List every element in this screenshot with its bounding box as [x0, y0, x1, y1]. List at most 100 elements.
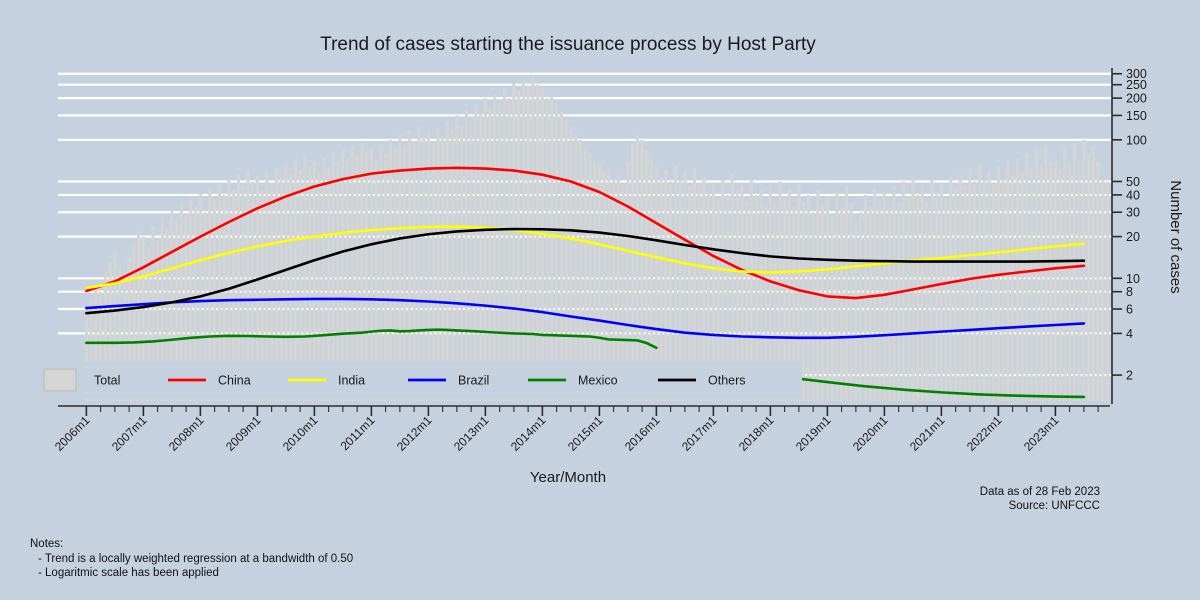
total-bar — [426, 131, 430, 401]
total-bar — [688, 186, 692, 401]
total-bar — [673, 166, 677, 401]
total-bar — [621, 183, 625, 401]
total-bar — [1072, 142, 1076, 401]
y-tick-label: 300 — [1126, 67, 1147, 81]
total-bar — [607, 168, 611, 401]
total-bar — [944, 198, 948, 401]
total-bar — [583, 147, 587, 401]
total-bar — [1039, 164, 1043, 401]
total-bar — [640, 139, 644, 401]
total-bar — [821, 204, 825, 401]
total-bar — [1001, 179, 1005, 401]
total-bar — [1091, 146, 1095, 401]
legend-label-china: China — [218, 373, 251, 387]
total-bar — [493, 93, 497, 402]
total-bar — [773, 202, 777, 401]
total-bar — [730, 174, 734, 401]
y-tick-label: 2 — [1126, 369, 1133, 383]
total-bar — [578, 139, 582, 401]
y-tick-label: 10 — [1126, 272, 1140, 286]
total-bar — [811, 212, 815, 401]
total-bar — [488, 107, 492, 401]
total-bar — [89, 299, 93, 401]
total-bar — [702, 176, 706, 401]
total-bar — [507, 98, 511, 402]
trend-lines — [85, 166, 1086, 399]
total-bar — [597, 163, 601, 401]
total-bar — [1044, 144, 1048, 401]
trend-line-china — [85, 166, 1086, 300]
total-bar — [721, 179, 725, 401]
legend-label-mexico: Mexico — [578, 373, 618, 387]
y-tick-label: 8 — [1126, 285, 1133, 299]
total-bar — [612, 179, 616, 401]
total-bar — [398, 134, 402, 401]
total-bar — [113, 250, 117, 401]
total-bar — [1063, 147, 1067, 401]
total-bar — [745, 201, 749, 401]
total-bar — [469, 119, 473, 401]
total-bar — [360, 142, 364, 401]
total-bar — [184, 214, 188, 401]
total-bar — [445, 121, 449, 401]
total-bar — [365, 151, 369, 401]
total-bar — [593, 159, 597, 401]
legend-swatch-total — [43, 368, 77, 392]
total-bar — [749, 179, 753, 401]
total-bar — [735, 189, 739, 401]
total-bar — [536, 84, 540, 401]
chart-legend: Total China India Brazil Mexico Others — [32, 361, 802, 399]
total-bar — [935, 191, 939, 401]
total-bar — [916, 194, 920, 401]
total-bar — [417, 126, 421, 401]
total-bar — [346, 158, 350, 401]
y-tick-label: 200 — [1126, 92, 1147, 106]
total-bar — [982, 179, 986, 401]
total-bar — [502, 88, 506, 402]
total-bar — [203, 212, 207, 401]
total-bar — [431, 142, 435, 401]
total-bar — [711, 183, 715, 401]
total-bar — [331, 153, 335, 401]
total-bar — [973, 181, 977, 401]
total-bar — [170, 210, 174, 401]
total-bar — [669, 181, 673, 401]
total-bar — [517, 91, 521, 401]
total-bar — [569, 126, 573, 401]
legend-label-total: Total — [94, 373, 120, 387]
total-bar — [654, 164, 658, 401]
total-bar — [222, 194, 226, 401]
total-bar — [1106, 181, 1110, 401]
trend-line-india — [85, 225, 1086, 290]
total-bar — [1011, 175, 1015, 401]
total-bar — [336, 162, 340, 401]
total-bar — [840, 208, 844, 401]
total-bar — [403, 144, 407, 401]
total-bar — [103, 272, 107, 401]
total-bar — [1053, 157, 1057, 401]
total-bar — [141, 236, 145, 401]
total-bar — [830, 216, 834, 401]
total-bar — [1025, 153, 1029, 401]
total-bar — [151, 225, 155, 401]
total-bar — [1096, 161, 1100, 401]
total-bar — [422, 136, 426, 401]
total-bar — [303, 156, 307, 401]
total-bar — [194, 206, 198, 401]
total-bar — [564, 119, 568, 401]
total-bar — [635, 134, 639, 401]
total-bar — [555, 104, 559, 402]
total-bar — [859, 212, 863, 401]
total-bar — [122, 278, 126, 401]
total-bar — [992, 183, 996, 401]
total-bar — [270, 182, 274, 401]
total-bar — [289, 173, 293, 401]
y-tick-label: 100 — [1126, 133, 1147, 147]
total-bar — [160, 218, 164, 401]
total-bar — [825, 198, 829, 401]
total-bar — [878, 201, 882, 401]
total-bar — [1006, 161, 1010, 401]
total-bar — [949, 176, 953, 401]
total-bar — [626, 161, 630, 401]
